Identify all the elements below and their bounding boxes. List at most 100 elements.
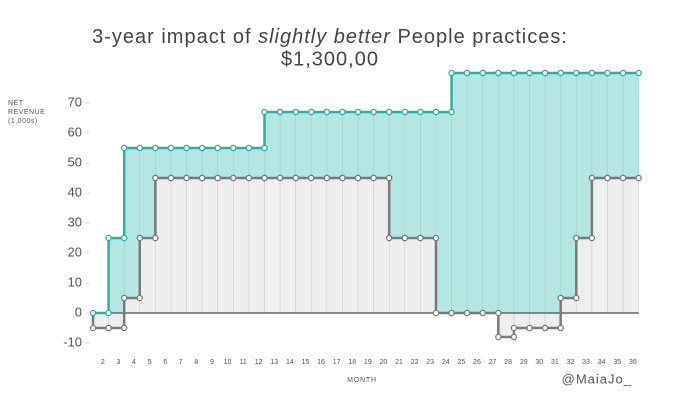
- area-cell: [498, 312, 515, 338]
- y-tick-label: 0: [75, 304, 82, 319]
- point: [120, 324, 128, 332]
- point: [370, 108, 377, 116]
- point: [292, 108, 299, 116]
- y-tick-label: 60: [68, 124, 82, 139]
- area-cell: [435, 111, 452, 314]
- area-cell: [373, 177, 390, 314]
- point: [183, 144, 190, 152]
- point: [604, 174, 611, 182]
- point: [167, 144, 175, 152]
- x-tick-label: 24: [442, 359, 450, 366]
- point: [214, 174, 221, 182]
- point: [339, 108, 346, 116]
- point: [479, 69, 486, 77]
- x-tick-label: 17: [333, 359, 341, 366]
- point: [292, 174, 299, 182]
- area-cell: [139, 237, 156, 314]
- x-tick-label: 15: [302, 359, 310, 366]
- area-cell: [607, 177, 624, 314]
- x-tick-label: 20: [380, 359, 388, 366]
- area-cell: [248, 177, 265, 314]
- area-cell: [264, 177, 281, 314]
- point: [510, 69, 518, 77]
- area-cell: [310, 177, 328, 314]
- area-cell: [279, 177, 296, 314]
- area-cell: [201, 177, 219, 314]
- point: [120, 294, 128, 302]
- x-tick-label: 13: [270, 359, 278, 366]
- point: [198, 144, 206, 152]
- area-cell: [155, 177, 172, 314]
- x-tick-label: 31: [551, 359, 559, 366]
- point: [105, 324, 112, 332]
- area-cell: [217, 177, 234, 314]
- area-cell: [513, 72, 530, 314]
- x-tick-label: 7: [179, 359, 183, 366]
- x-tick-label: 12: [255, 359, 263, 366]
- point: [541, 69, 549, 77]
- point: [276, 108, 284, 116]
- x-tick-label: 8: [194, 359, 198, 366]
- point: [370, 174, 377, 182]
- x-tick-label: 34: [598, 359, 606, 366]
- point: [588, 69, 596, 77]
- point: [230, 174, 237, 182]
- y-tick-label: 10: [68, 274, 82, 289]
- point: [417, 234, 424, 242]
- x-tick-label: 3: [116, 359, 120, 366]
- area-cell: [186, 177, 203, 314]
- point: [588, 234, 596, 242]
- point: [573, 294, 580, 302]
- point: [354, 108, 362, 116]
- point: [448, 309, 455, 317]
- area-cell: [326, 177, 343, 314]
- y-axis-label: (1,000s): [8, 118, 38, 125]
- point: [230, 144, 237, 152]
- area-cell: [529, 72, 546, 314]
- x-tick-label: 28: [504, 359, 512, 366]
- x-tick-label: 29: [520, 359, 528, 366]
- area-cell: [123, 147, 141, 314]
- x-tick-label: 9: [210, 359, 214, 366]
- point: [183, 174, 190, 182]
- point: [261, 144, 268, 152]
- point: [510, 333, 518, 341]
- point: [120, 144, 128, 152]
- point: [354, 174, 362, 182]
- annotation: @MaiaJo_: [562, 371, 632, 386]
- point: [152, 234, 159, 242]
- point: [89, 324, 97, 332]
- area-cell: [466, 72, 484, 314]
- point: [588, 174, 596, 182]
- area-cell: [575, 237, 593, 314]
- chart-title: 3-year impact of slightly better People …: [92, 26, 568, 48]
- y-tick-label: 30: [68, 214, 82, 229]
- x-tick-label: 30: [535, 359, 543, 366]
- area-cell: [482, 72, 499, 314]
- point: [136, 294, 144, 302]
- point: [385, 234, 393, 242]
- area-cell: [388, 237, 406, 314]
- y-axis-label: REVENUE: [8, 109, 45, 116]
- area-cell: [404, 237, 421, 314]
- point: [510, 324, 518, 332]
- point: [417, 108, 424, 116]
- area-cell: [560, 72, 577, 314]
- x-tick-label: 25: [457, 359, 465, 366]
- point: [245, 144, 253, 152]
- area-cell: [108, 237, 125, 314]
- point: [526, 324, 533, 332]
- point: [495, 333, 502, 341]
- area-cell: [295, 177, 312, 314]
- point: [261, 174, 268, 182]
- x-tick-label: 10: [224, 359, 232, 366]
- point: [573, 234, 580, 242]
- x-tick-label: 5: [148, 359, 152, 366]
- x-tick-label: 35: [613, 359, 621, 366]
- x-tick-label: 16: [317, 359, 325, 366]
- y-tick-label: 50: [68, 154, 82, 169]
- point: [479, 309, 486, 317]
- x-tick-label: 23: [426, 359, 434, 366]
- point: [463, 309, 471, 317]
- x-tick-label: 27: [489, 359, 497, 366]
